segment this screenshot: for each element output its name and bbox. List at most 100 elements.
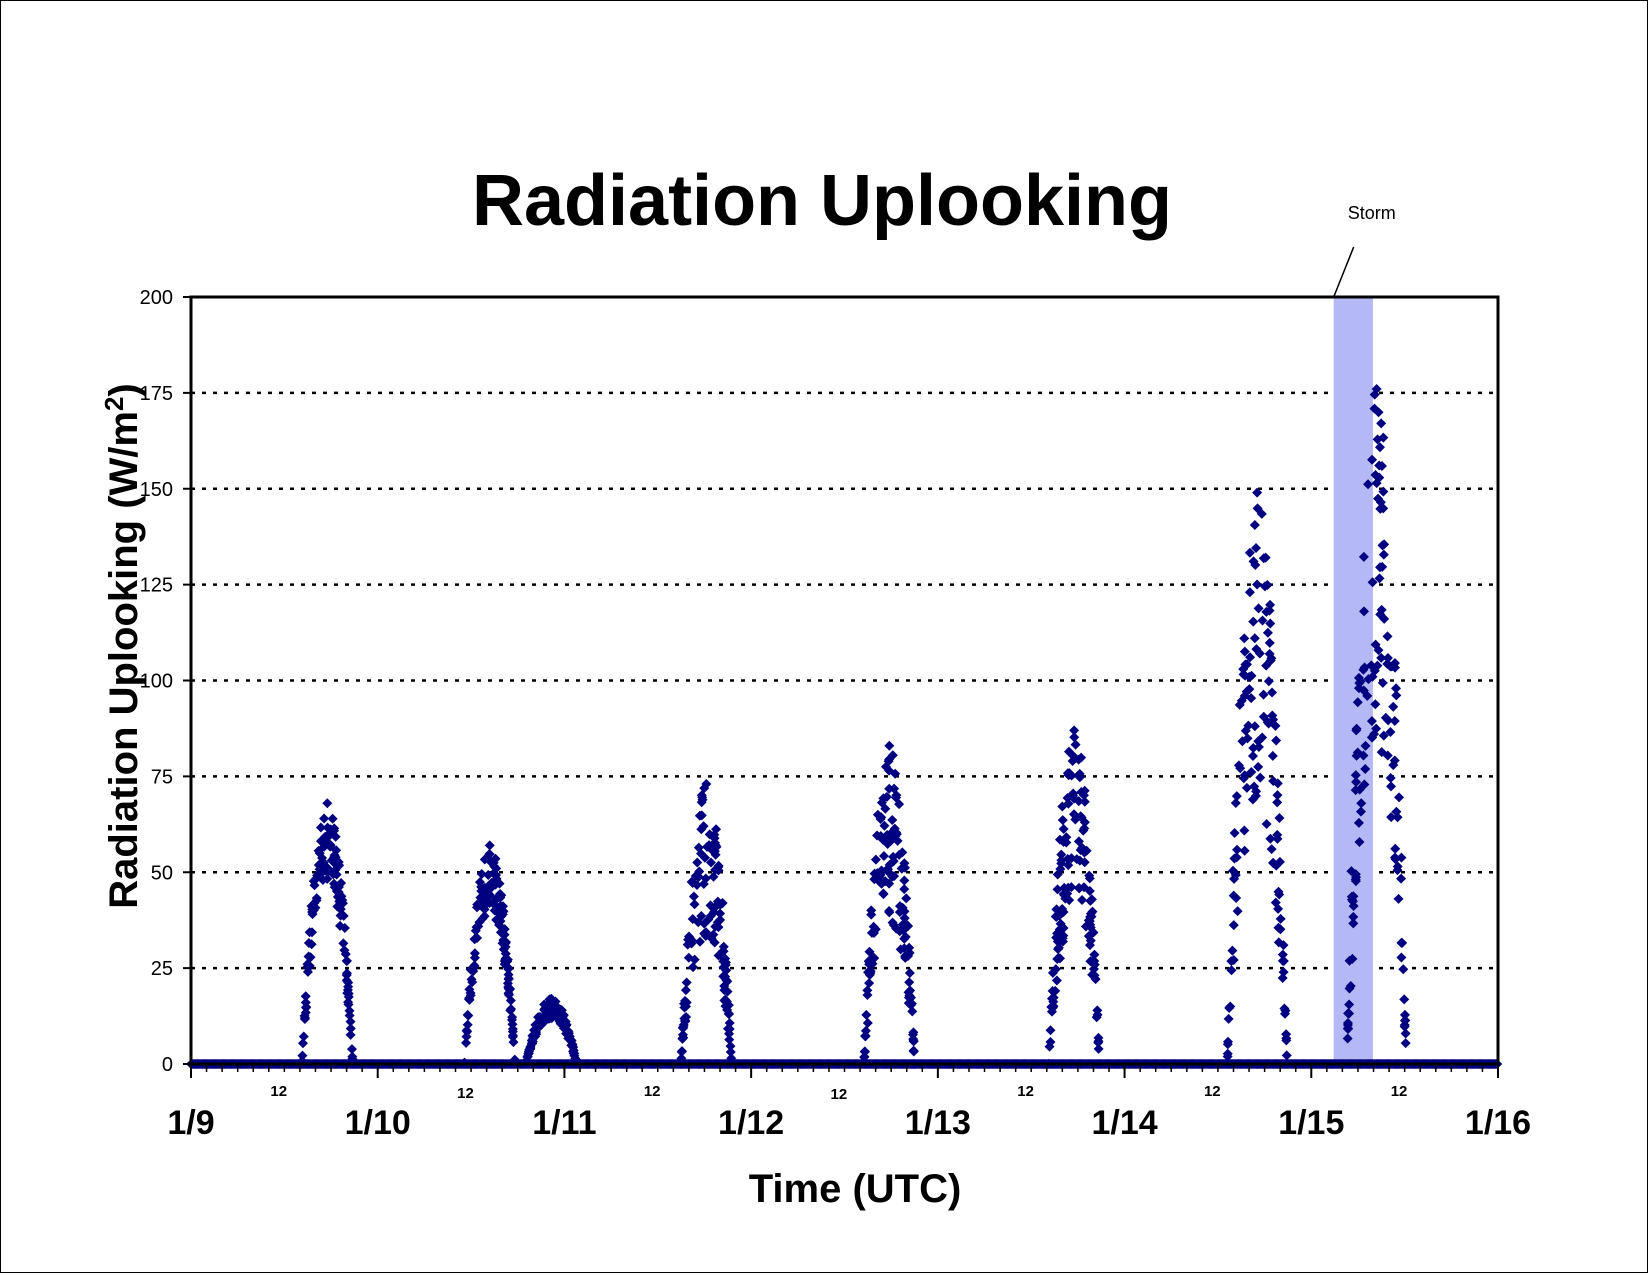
data-point [1274, 889, 1285, 900]
data-point [1367, 454, 1378, 465]
data-point [908, 1036, 919, 1047]
x-date-label: 1/11 [532, 1104, 596, 1142]
data-point [1385, 727, 1396, 738]
data-point [875, 813, 886, 824]
data-point [1066, 853, 1077, 864]
data-point [1088, 927, 1099, 938]
data-point [879, 820, 890, 831]
data-point [336, 878, 347, 889]
storm-label: Storm [1348, 203, 1396, 223]
data-point [319, 841, 330, 852]
data-point [903, 920, 914, 931]
data-point [1400, 1028, 1411, 1039]
data-point [1093, 1036, 1104, 1047]
data-point [1253, 761, 1264, 772]
x-axis-ticks: 1/9 1/10 1/11 1/12 1/13 1/14 1/15 1/16 12 12 12 12 1… [167, 1064, 1531, 1142]
data-point [1277, 949, 1288, 960]
data-point [476, 868, 487, 879]
data-point [1068, 788, 1079, 799]
data-point [464, 994, 475, 1005]
data-point [864, 978, 875, 989]
data-point [1399, 1009, 1410, 1020]
data-point [525, 1043, 536, 1054]
data-point [693, 842, 704, 853]
data-point [901, 893, 912, 904]
y-tick-label: 25 [151, 958, 173, 980]
data-point [878, 889, 889, 900]
data-point [314, 864, 325, 875]
data-point [904, 977, 915, 988]
data-point [704, 829, 715, 840]
data-point [870, 854, 881, 865]
data-point [1359, 606, 1370, 617]
data-point [1371, 723, 1382, 734]
x-hour-label: 12 [831, 1086, 848, 1103]
data-point [701, 779, 712, 790]
data-point [345, 1029, 356, 1040]
data-point [1396, 937, 1407, 948]
data-point [1079, 796, 1090, 807]
data-point [882, 864, 893, 875]
data-point [1371, 384, 1382, 395]
data-point [1063, 860, 1074, 871]
data-point [1087, 956, 1098, 967]
data-point [1093, 1043, 1104, 1054]
data-point [345, 1023, 356, 1034]
data-point [1255, 772, 1266, 783]
data-point [547, 1001, 558, 1012]
data-point [726, 1053, 737, 1064]
data-point [307, 906, 318, 917]
data-point [715, 914, 726, 925]
x-hour-label: 12 [1391, 1083, 1408, 1100]
data-point [1239, 646, 1250, 657]
data-point [461, 1037, 472, 1048]
y-tick-label: 0 [162, 1054, 173, 1076]
data-point [1272, 778, 1283, 789]
data-point [1088, 963, 1099, 974]
data-point [333, 860, 344, 871]
data-point [1388, 701, 1399, 712]
data-point [887, 815, 898, 826]
data-point [1355, 676, 1366, 687]
data-point [1394, 792, 1405, 803]
data-point [884, 878, 895, 889]
data-point [297, 1038, 308, 1049]
data-point [1084, 886, 1095, 897]
data-point [1367, 671, 1378, 682]
data-point [495, 889, 506, 900]
data-point [897, 902, 908, 913]
data-point [1240, 725, 1251, 736]
data-point [1360, 740, 1371, 751]
y-tick-label: 100 [140, 671, 173, 693]
data-point [1363, 479, 1374, 490]
data-point [315, 822, 326, 833]
data-point [884, 740, 895, 751]
data-point [507, 1030, 518, 1041]
data-point [869, 953, 880, 964]
data-point [508, 1037, 519, 1048]
data-point [1261, 819, 1272, 830]
data-point [1252, 487, 1263, 498]
data-point [1085, 895, 1096, 906]
data-point [317, 874, 328, 885]
data-point [1346, 894, 1357, 905]
data-point [1366, 732, 1377, 743]
data-point [709, 937, 720, 948]
data-point [699, 918, 710, 929]
data-point [565, 1036, 576, 1047]
data-point [1366, 660, 1377, 671]
data-point [694, 810, 705, 821]
data-point [1374, 573, 1385, 584]
data-point [1268, 857, 1279, 868]
data-point [1267, 750, 1278, 761]
data-point [1272, 829, 1283, 840]
data-point [462, 1019, 473, 1030]
y-tick-label: 150 [140, 479, 173, 501]
data-point [884, 905, 895, 916]
data-point [1056, 855, 1067, 866]
data-point [1275, 913, 1286, 924]
data-point [1281, 1033, 1292, 1044]
data-point [1051, 904, 1062, 915]
data-point [306, 939, 317, 950]
data-point [479, 904, 490, 915]
